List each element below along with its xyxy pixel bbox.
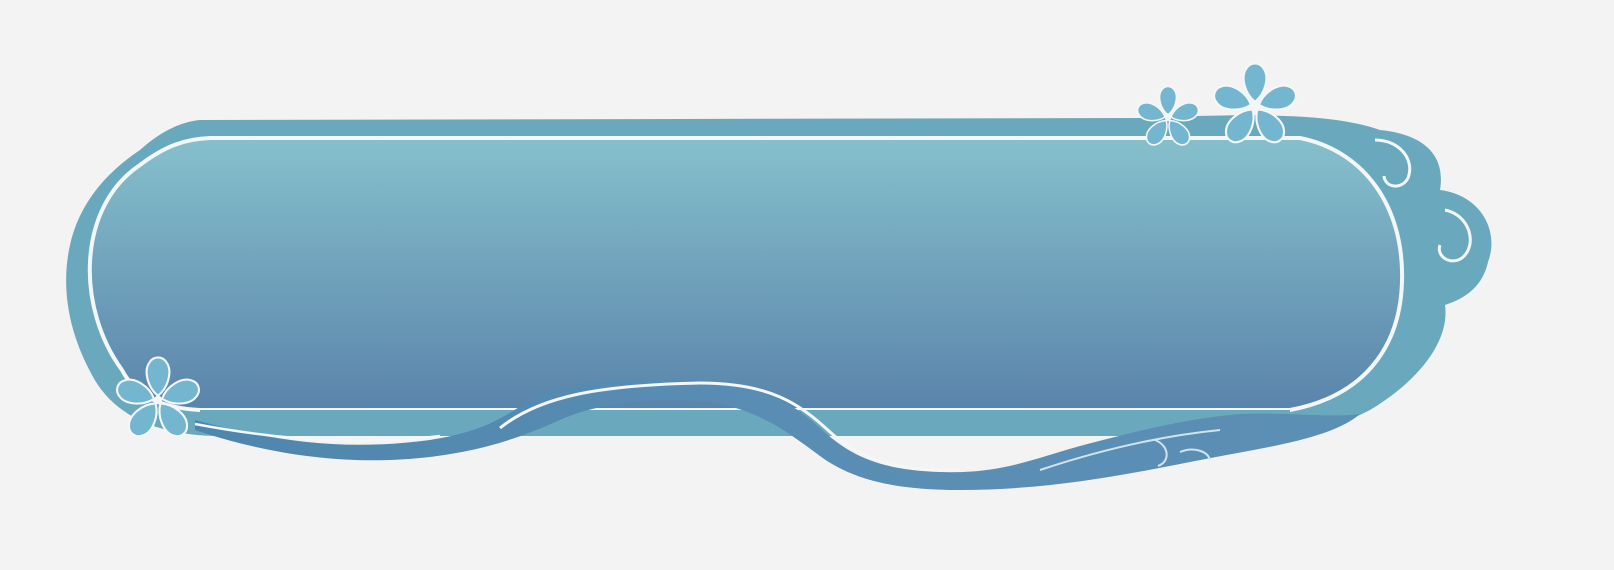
ribbon-curl-2 <box>1179 448 1211 461</box>
ribbon-highlight <box>499 381 961 472</box>
ribbon-icon <box>195 379 1360 490</box>
bottom-band <box>200 410 1290 426</box>
flower-icon <box>112 356 204 443</box>
flower-icon-large <box>1209 62 1301 149</box>
ribbon-wave <box>1039 429 1221 471</box>
banner-panel <box>87 136 1405 412</box>
flower-icon-small <box>1134 85 1202 150</box>
cloud-swirl-icon <box>1374 138 1472 263</box>
ribbon-curl <box>1154 439 1168 467</box>
ribbon-highlight-left <box>194 422 441 443</box>
